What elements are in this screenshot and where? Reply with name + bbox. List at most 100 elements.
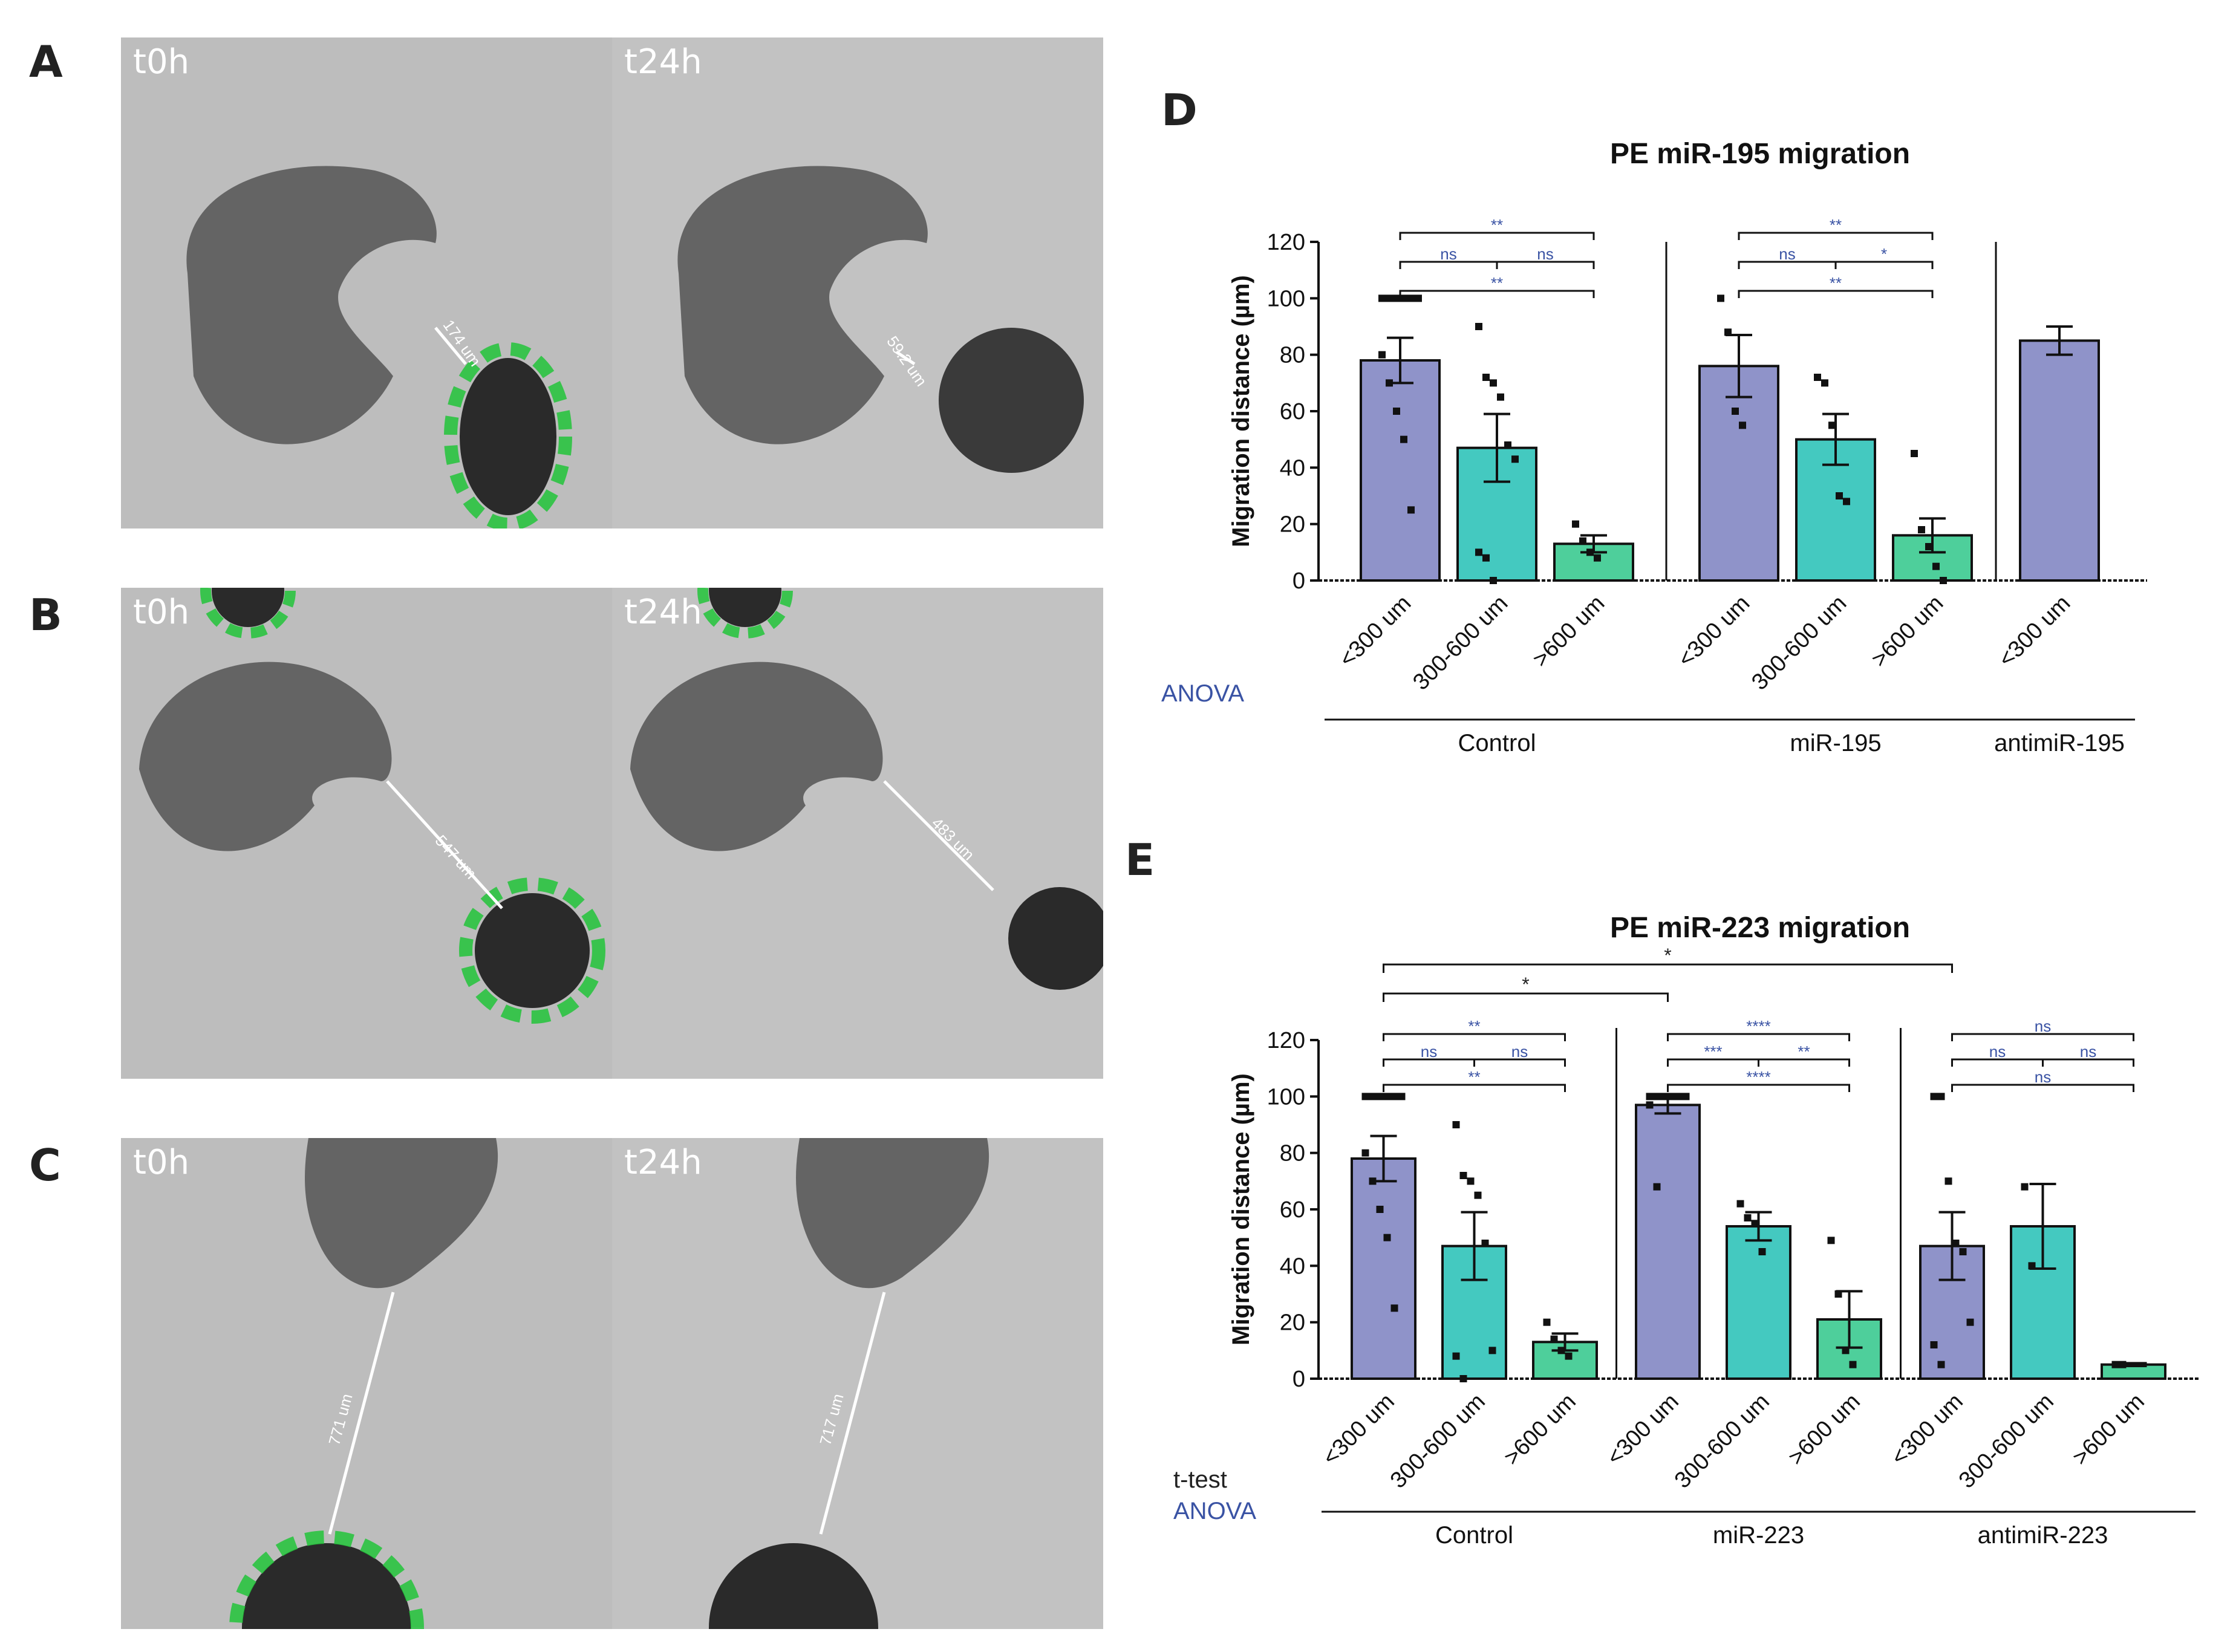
- micrograph-c-t0h-label: t0h: [133, 1143, 190, 1182]
- significance-bracket: [1496, 261, 1595, 269]
- x-tick-label: <300 um: [1318, 1389, 1400, 1471]
- significance-bracket: [1834, 261, 1934, 269]
- significance-label: **: [1830, 274, 1842, 292]
- chart-title: PE miR-195 migration: [1610, 138, 1910, 170]
- significance-bracket: [1383, 992, 1669, 1002]
- micrograph-c-t0h: t0h 771 um: [121, 1138, 612, 1629]
- y-tick-label: 120: [1267, 230, 1305, 255]
- data-point: [1932, 562, 1940, 570]
- data-point: [1744, 1214, 1752, 1221]
- data-point: [1475, 323, 1482, 330]
- significance-label: ns: [2035, 1017, 2051, 1035]
- data-point: [1594, 554, 1601, 562]
- micrograph-a-t24h: t24h 59.2 um: [612, 37, 1103, 528]
- data-point: [1736, 1200, 1744, 1208]
- y-tick-label: 20: [1280, 512, 1305, 538]
- data-point: [1836, 492, 1843, 499]
- y-axis-label: Migration distance (µm): [1228, 1073, 1254, 1345]
- group-label: miR-223: [1713, 1522, 1804, 1549]
- significance-label: **: [1491, 274, 1503, 292]
- y-tick-label: 0: [1293, 1367, 1305, 1392]
- data-point: [1490, 577, 1497, 584]
- x-tick-label: 300-600 um: [1386, 1389, 1490, 1494]
- data-point: [1393, 294, 1400, 302]
- data-point: [1667, 1093, 1675, 1101]
- data-point: [1646, 1101, 1654, 1109]
- x-tick-label: >600 um: [1499, 1389, 1581, 1471]
- legend-text: ANOVA: [1161, 680, 1244, 707]
- significance-label: *: [1522, 974, 1529, 995]
- panel-letter-e: E: [1125, 834, 1155, 885]
- y-tick-label: 0: [1293, 568, 1305, 594]
- bar: [1351, 1157, 1416, 1380]
- data-point: [1842, 1347, 1850, 1354]
- data-point: [1653, 1093, 1661, 1101]
- data-point: [1959, 1248, 1967, 1255]
- data-point: [1467, 1177, 1475, 1185]
- bar: [1635, 1104, 1701, 1380]
- data-point: [1579, 537, 1586, 545]
- significance-label: ***: [1704, 1042, 1722, 1061]
- data-point: [1390, 1093, 1398, 1101]
- x-tick-label: >600 um: [1528, 591, 1609, 672]
- data-point: [1376, 1206, 1384, 1213]
- significance-bracket: [1383, 1033, 1566, 1041]
- y-tick-label: 100: [1267, 286, 1305, 311]
- data-point: [1497, 393, 1504, 401]
- significance-bracket: [1383, 963, 1953, 973]
- bar: [1698, 365, 1779, 582]
- x-tick-label: <300 um: [1334, 591, 1416, 672]
- data-point: [1400, 435, 1407, 443]
- data-point: [1481, 1240, 1489, 1247]
- y-tick-label: 100: [1267, 1084, 1305, 1110]
- x-tick-label: >600 um: [2068, 1389, 2150, 1471]
- chart-e: PE miR-223 migration 0 20 40 60 80 100 120 Migra…: [1173, 912, 2199, 1549]
- data-point: [1911, 450, 1918, 457]
- micrograph-b-t0h-label: t0h: [133, 593, 190, 632]
- group-label: miR-195: [1790, 730, 1881, 756]
- data-point: [1504, 441, 1511, 449]
- data-point: [2119, 1361, 2127, 1368]
- y-tick-label: 120: [1267, 1028, 1305, 1053]
- data-point: [1586, 548, 1594, 556]
- panel-letter-d: D: [1161, 85, 1198, 135]
- x-tick-label: 300-600 um: [1954, 1389, 2059, 1494]
- significance-label: ns: [2080, 1042, 2096, 1061]
- data-point: [1378, 294, 1386, 302]
- significance-label: ****: [1746, 1068, 1770, 1086]
- data-point: [1459, 1172, 1467, 1179]
- group-label: Control: [1435, 1522, 1513, 1549]
- data-point: [1834, 1290, 1842, 1298]
- micrograph-c-t0h-image: [121, 1138, 612, 1629]
- y-tick-label: 60: [1280, 399, 1305, 424]
- significance-label: ns: [1511, 1042, 1528, 1061]
- data-point: [1966, 1318, 1974, 1326]
- data-point: [1383, 1234, 1391, 1241]
- data-point: [1452, 1352, 1460, 1360]
- micrograph-a-t24h-label: t24h: [624, 42, 702, 82]
- data-point: [1361, 1093, 1369, 1101]
- data-point: [1386, 379, 1393, 387]
- data-point: [1386, 294, 1393, 302]
- micrograph-b-t0h-image: [121, 588, 612, 1079]
- significance-label: ns: [1779, 245, 1795, 263]
- significance-label: **: [1830, 216, 1842, 234]
- data-point: [1739, 421, 1746, 429]
- x-tick-label: >600 um: [1784, 1389, 1865, 1471]
- x-tick-label: >600 um: [1866, 591, 1948, 672]
- data-point: [1758, 1248, 1766, 1255]
- micrograph-c-t24h-image: [612, 1138, 1103, 1629]
- significance-bracket: [1383, 1084, 1566, 1092]
- group-label: antimiR-195: [1994, 730, 2125, 756]
- data-point: [1390, 1304, 1398, 1312]
- x-tick-label: <300 um: [1886, 1389, 1968, 1471]
- y-tick-label: 80: [1280, 1141, 1305, 1166]
- data-point: [1376, 1093, 1384, 1101]
- chart-d: PE miR-195 migration 0 20 40 60 80 100 120 Migra…: [1161, 138, 2147, 756]
- micrograph-a-t0h-image: [121, 37, 612, 528]
- significance-bracket: [1473, 1058, 1566, 1067]
- data-point: [1474, 1191, 1482, 1199]
- data-point: [1660, 1093, 1668, 1101]
- data-point: [1814, 374, 1821, 381]
- data-point: [1488, 1347, 1496, 1354]
